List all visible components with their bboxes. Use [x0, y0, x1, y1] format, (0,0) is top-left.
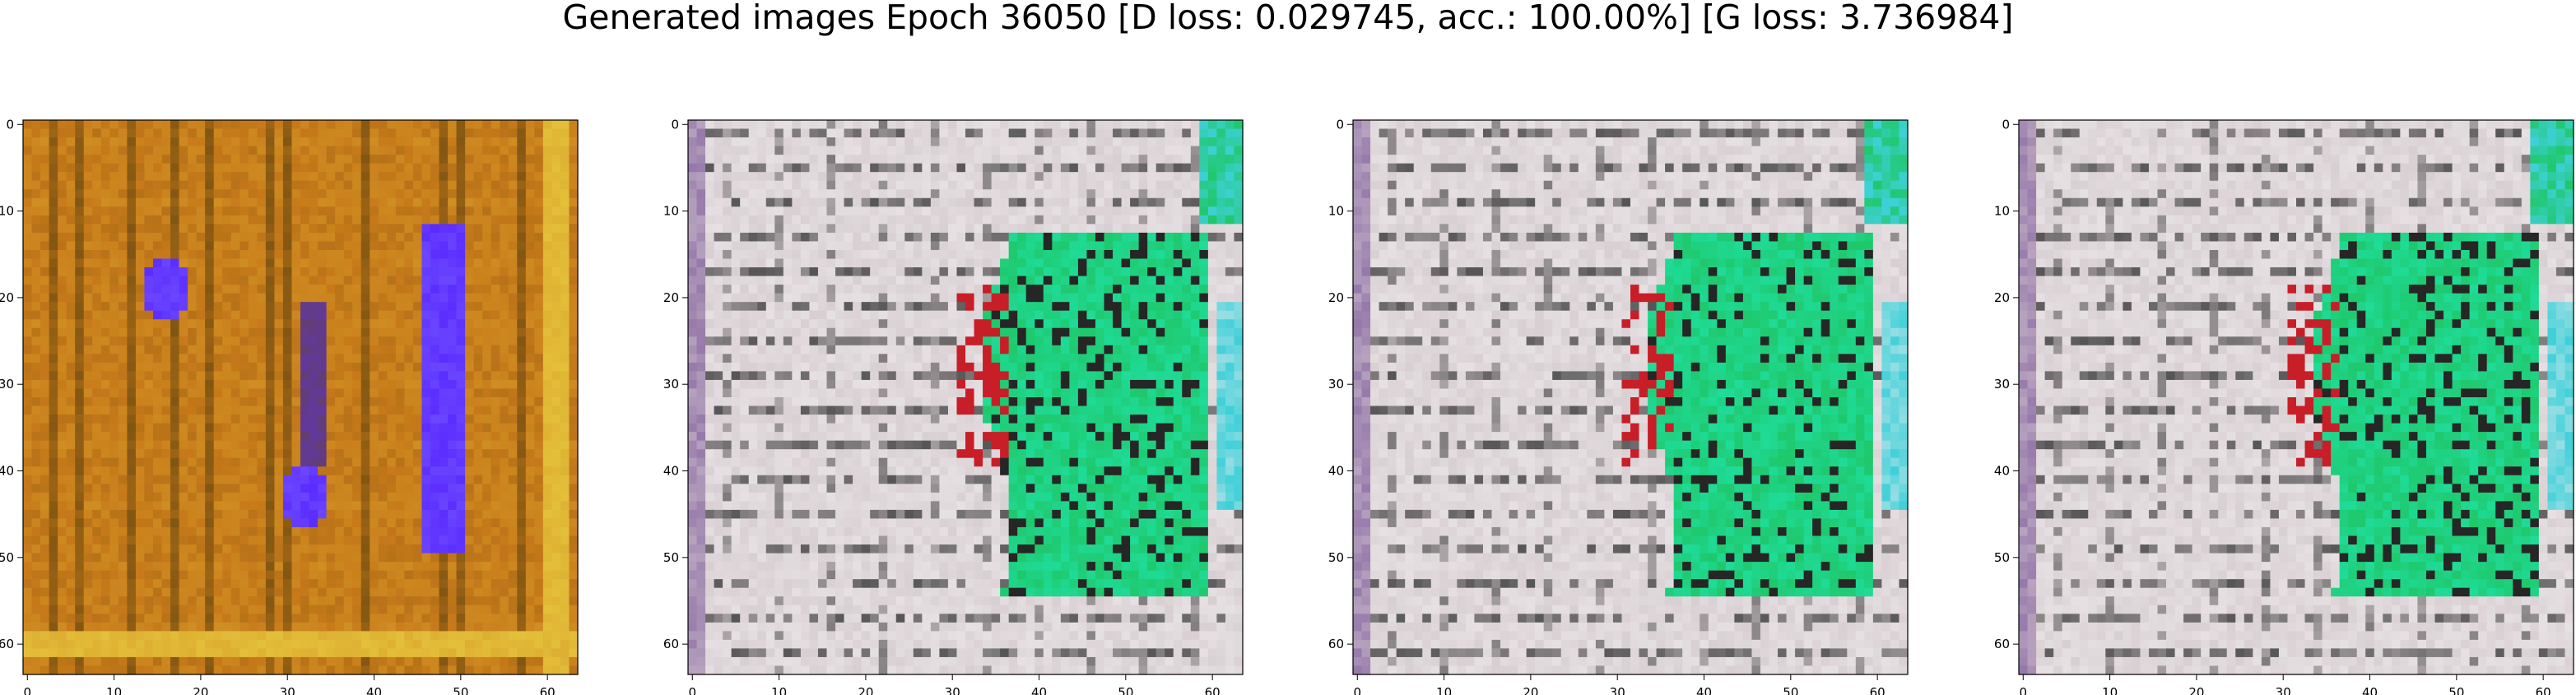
y-tick-label: 0 [1336, 117, 1344, 132]
y-tick-label: 30 [1328, 377, 1344, 392]
x-tick-label: 50 [1783, 685, 1798, 695]
y-tick-label: 40 [1328, 464, 1344, 479]
y-tick-label: 10 [1994, 204, 2010, 219]
x-tick-label: 50 [453, 685, 468, 695]
x-tick-label: 30 [280, 685, 295, 695]
x-tick-label: 10 [106, 685, 122, 695]
figure-title: Generated images Epoch 36050 [D loss: 0.… [562, 0, 2014, 37]
subplot-2: 0 10 20 30 40 50 60 0 10 20 30 40 50 60 [663, 117, 1244, 695]
x-tick-label: 0 [2019, 685, 2027, 695]
subplot-3: 0 10 20 30 40 50 60 0 10 20 30 40 50 60 [1328, 117, 1909, 695]
x-tick-label: 30 [945, 685, 960, 695]
subplot-1: 0 10 20 30 40 50 60 0 10 20 30 40 50 60 [0, 117, 579, 695]
y-tick-label: 30 [1994, 377, 2010, 392]
x-tick-label: 30 [2276, 685, 2291, 695]
y-tick-label: 50 [1994, 550, 2010, 565]
generated-image-3 [1353, 120, 1909, 675]
y-tick-label: 40 [1994, 464, 2010, 479]
x-tick-label: 60 [1205, 685, 1221, 695]
x-tick-label: 0 [1353, 685, 1361, 695]
axes-frame [687, 119, 1244, 675]
x-tick-label: 0 [23, 685, 31, 695]
x-tick-label: 10 [2102, 685, 2118, 695]
x-tick-label: 10 [1436, 685, 1452, 695]
y-tick-label: 30 [0, 377, 14, 392]
y-tick-label: 20 [1328, 290, 1344, 305]
x-tick-label: 60 [540, 685, 556, 695]
y-tick-label: 60 [1994, 637, 2010, 651]
x-tick-label: 0 [688, 685, 696, 695]
generated-image-1 [23, 120, 579, 675]
x-tick-label: 40 [1031, 685, 1047, 695]
x-tick-label: 20 [193, 685, 208, 695]
x-tick-label: 50 [2448, 685, 2464, 695]
y-tick-label: 10 [1328, 204, 1344, 219]
x-tick-label: 20 [858, 685, 873, 695]
y-tick-label: 50 [0, 550, 14, 565]
y-tick-label: 60 [0, 637, 14, 651]
axes-frame [2018, 119, 2574, 675]
generated-image-2 [688, 120, 1244, 675]
axes-frame [22, 119, 579, 675]
y-tick-label: 20 [663, 290, 679, 305]
x-tick-label: 50 [1118, 685, 1133, 695]
x-tick-label: 60 [1870, 685, 1886, 695]
axes-frame [1352, 119, 1909, 675]
x-tick-label: 10 [771, 685, 787, 695]
y-tick-label: 20 [0, 290, 14, 305]
y-tick-label: 30 [663, 377, 679, 392]
x-tick-label: 40 [1696, 685, 1712, 695]
subplot-4: 0 10 20 30 40 50 60 0 10 20 30 40 50 60 [1994, 117, 2574, 695]
y-tick-label: 60 [1328, 637, 1344, 651]
y-tick-label: 20 [1994, 290, 2010, 305]
y-tick-label: 10 [663, 204, 679, 219]
x-tick-label: 30 [1610, 685, 1625, 695]
y-tick-label: 50 [663, 550, 679, 565]
y-tick-label: 0 [6, 117, 14, 132]
y-tick-label: 10 [0, 204, 14, 219]
y-tick-label: 60 [663, 637, 679, 651]
y-tick-label: 40 [663, 464, 679, 479]
x-tick-label: 60 [2536, 685, 2551, 695]
y-tick-label: 0 [671, 117, 679, 132]
y-tick-label: 0 [2002, 117, 2010, 132]
x-tick-label: 20 [2188, 685, 2204, 695]
y-tick-label: 40 [0, 464, 14, 479]
x-tick-label: 40 [2362, 685, 2378, 695]
y-tick-label: 50 [1328, 550, 1344, 565]
generated-image-4 [2019, 120, 2574, 675]
x-tick-label: 20 [1523, 685, 1538, 695]
x-tick-label: 40 [366, 685, 382, 695]
